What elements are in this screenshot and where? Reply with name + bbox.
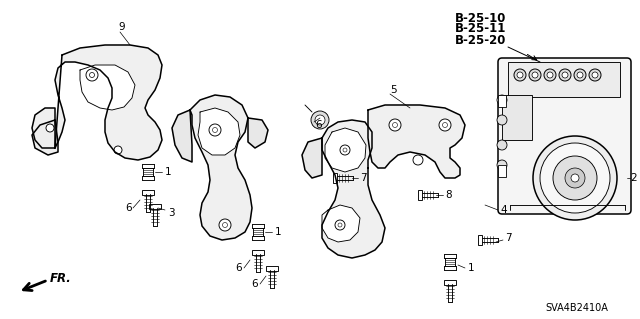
Text: 6: 6 xyxy=(125,203,132,213)
Text: 8: 8 xyxy=(445,190,452,200)
Text: 6: 6 xyxy=(252,279,258,289)
Text: 6: 6 xyxy=(236,263,242,273)
Bar xyxy=(149,204,161,209)
Circle shape xyxy=(514,69,526,81)
Circle shape xyxy=(577,72,583,78)
Circle shape xyxy=(559,69,571,81)
Text: 1: 1 xyxy=(275,227,282,237)
Text: 7: 7 xyxy=(505,233,511,243)
Polygon shape xyxy=(55,45,162,160)
Circle shape xyxy=(565,168,585,188)
FancyBboxPatch shape xyxy=(498,58,631,214)
Text: SVA4B2410A: SVA4B2410A xyxy=(545,303,608,313)
Circle shape xyxy=(497,160,507,170)
Bar xyxy=(498,165,506,177)
Circle shape xyxy=(547,72,553,78)
Polygon shape xyxy=(325,128,366,172)
Polygon shape xyxy=(322,120,385,258)
Text: B-25-20: B-25-20 xyxy=(455,33,506,47)
Polygon shape xyxy=(32,120,58,155)
Text: 5: 5 xyxy=(390,85,397,95)
Circle shape xyxy=(562,72,568,78)
Circle shape xyxy=(46,124,54,132)
Circle shape xyxy=(315,115,325,125)
Circle shape xyxy=(311,111,329,129)
Polygon shape xyxy=(248,118,268,148)
Text: FR.: FR. xyxy=(50,271,72,285)
Circle shape xyxy=(517,72,523,78)
Text: B-25-11: B-25-11 xyxy=(455,23,506,35)
Circle shape xyxy=(389,119,401,131)
Circle shape xyxy=(497,140,507,150)
Circle shape xyxy=(340,145,350,155)
Bar xyxy=(444,280,456,285)
Bar xyxy=(478,235,482,245)
Circle shape xyxy=(497,115,507,125)
Text: B-25-10: B-25-10 xyxy=(455,11,506,25)
Bar xyxy=(333,173,337,183)
Bar xyxy=(502,95,532,140)
Circle shape xyxy=(533,136,617,220)
Polygon shape xyxy=(32,108,55,148)
Polygon shape xyxy=(172,110,192,162)
Circle shape xyxy=(219,219,231,231)
Polygon shape xyxy=(198,108,240,155)
Circle shape xyxy=(86,69,98,81)
Circle shape xyxy=(540,143,610,213)
Text: 1: 1 xyxy=(468,263,475,273)
Text: 4: 4 xyxy=(500,205,507,215)
Polygon shape xyxy=(302,138,322,178)
Circle shape xyxy=(114,146,122,154)
Circle shape xyxy=(574,69,586,81)
Polygon shape xyxy=(322,205,360,242)
Circle shape xyxy=(439,119,451,131)
Circle shape xyxy=(589,69,601,81)
Circle shape xyxy=(553,156,597,200)
Circle shape xyxy=(532,72,538,78)
Bar xyxy=(498,95,506,107)
Text: 3: 3 xyxy=(168,208,175,218)
Circle shape xyxy=(497,95,507,105)
Polygon shape xyxy=(368,105,465,178)
Bar xyxy=(508,62,620,97)
Text: 1: 1 xyxy=(165,167,172,177)
Polygon shape xyxy=(190,95,252,240)
Circle shape xyxy=(209,124,221,136)
Circle shape xyxy=(335,220,345,230)
Text: 6: 6 xyxy=(315,120,322,130)
Circle shape xyxy=(413,155,423,165)
Circle shape xyxy=(592,72,598,78)
Bar xyxy=(142,190,154,195)
Bar xyxy=(418,190,422,200)
Circle shape xyxy=(544,69,556,81)
Circle shape xyxy=(529,69,541,81)
Text: 7: 7 xyxy=(360,173,367,183)
Text: 9: 9 xyxy=(118,22,125,32)
Polygon shape xyxy=(80,65,135,110)
Bar xyxy=(252,250,264,255)
Bar xyxy=(266,266,278,271)
Circle shape xyxy=(571,174,579,182)
Text: 2: 2 xyxy=(630,173,637,183)
